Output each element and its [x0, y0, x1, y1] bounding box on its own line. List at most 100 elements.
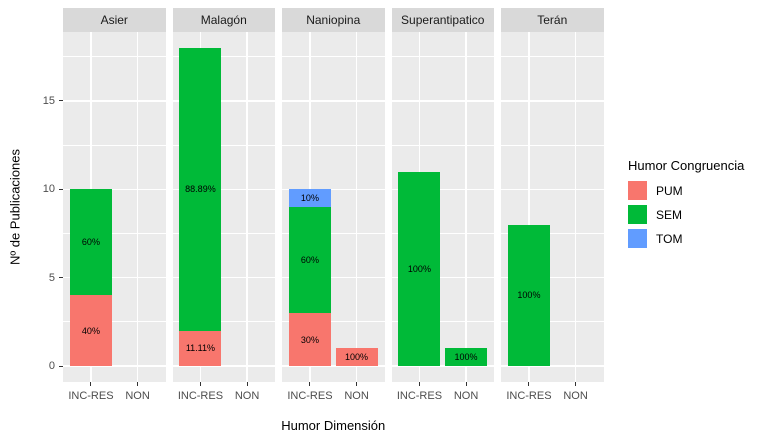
y-tick-mark: [59, 277, 63, 279]
gridline-major: [282, 276, 385, 279]
y-tick-mark: [59, 365, 63, 367]
segment-percent-label: 60%: [81, 237, 100, 248]
legend-entries: PUM SEM TOM: [628, 181, 744, 248]
segment-percent-label: 100%: [407, 263, 431, 274]
x-tick-label: INC-RES: [506, 390, 552, 402]
x-tick-label: NON: [563, 390, 588, 402]
gridline-major: [501, 276, 604, 279]
x-tick-mark: [137, 382, 139, 386]
facet-panel: 11.11% 88.89%: [172, 32, 275, 382]
x-tick-label: NON: [125, 390, 150, 402]
facet-strip: Superantipatico: [391, 8, 494, 32]
facet-strip: Terán: [501, 8, 604, 32]
x-tick-mark: [309, 382, 311, 386]
bar-segment: [445, 348, 487, 367]
gridline-major: [282, 100, 385, 102]
bar-segment: [69, 295, 112, 367]
bar-segment: [179, 330, 222, 367]
gridline-major: [63, 276, 166, 279]
legend-title: Humor Congruencia: [628, 158, 745, 173]
gridline-major: [282, 365, 385, 367]
legend-entry-label: PUM: [656, 183, 683, 198]
gridline-vertical: [355, 32, 358, 382]
gridline-minor: [501, 144, 604, 146]
gridline-minor: [391, 233, 494, 234]
gridline-minor: [391, 56, 494, 58]
facet-strip: Asier: [63, 8, 166, 32]
x-tick-mark: [418, 382, 420, 386]
facet-strip: Naniopina: [282, 8, 385, 32]
gridline-major: [282, 188, 385, 191]
gridline-minor: [172, 56, 275, 58]
segment-percent-label: 10%: [300, 193, 319, 204]
gridline-vertical: [136, 32, 139, 382]
legend-swatch: [628, 205, 647, 224]
gridline-minor: [282, 321, 385, 323]
gridline-major: [391, 188, 494, 191]
legend-entry: TOM: [628, 229, 744, 248]
gridline-major: [501, 100, 604, 102]
segment-percent-label: 100%: [345, 352, 369, 363]
gridline-minor: [172, 144, 275, 146]
gridline-minor: [63, 56, 166, 58]
legend-swatch: [628, 181, 647, 200]
x-tick-label: NON: [234, 390, 260, 402]
gridline-major: [172, 100, 275, 102]
gridline-major: [172, 365, 275, 367]
segment-percent-label: 11.11%: [185, 343, 216, 354]
gridline-minor: [282, 56, 385, 58]
segment-percent-label: 30%: [300, 334, 319, 345]
legend-entry-label: SEM: [656, 207, 683, 222]
bar-segment: [335, 348, 378, 367]
gridline-major: [63, 100, 166, 102]
x-tick-mark: [356, 382, 358, 386]
x-tick-mark: [575, 382, 577, 386]
bar-segment: [179, 47, 222, 331]
segment-percent-label: 100%: [517, 290, 541, 301]
x-tick-label: INC-RES: [68, 390, 114, 402]
facet-panel: 40% 60%: [63, 32, 166, 382]
bar-segment: [69, 189, 112, 296]
gridline-major: [63, 188, 166, 191]
x-tick-label: INC-RES: [287, 390, 333, 402]
y-tick-label: 5: [48, 271, 55, 284]
gridline-minor: [501, 233, 604, 234]
gridline-minor: [172, 321, 275, 323]
x-tick-label: NON: [453, 390, 479, 402]
bar-segment: [288, 207, 331, 314]
gridline-major: [172, 276, 275, 279]
gridline-vertical: [574, 32, 577, 382]
y-tick-label: 10: [42, 183, 55, 196]
facet-strip: Malagón: [172, 8, 275, 32]
gridline-vertical: [465, 32, 467, 382]
gridline-major: [391, 276, 494, 279]
segment-percent-label: 88.89%: [185, 184, 216, 195]
gridline-major: [63, 365, 166, 367]
legend-entry: SEM: [628, 205, 744, 224]
segment-percent-label: 60%: [300, 255, 319, 266]
segment-percent-label: 40%: [81, 325, 100, 336]
y-tick-label: 0: [48, 360, 55, 373]
gridline-minor: [501, 56, 604, 58]
facet-panel: 100%: [501, 32, 604, 382]
gridline-minor: [501, 321, 604, 323]
gridline-minor: [282, 144, 385, 146]
x-tick-mark: [199, 382, 201, 386]
bar-segment: [398, 171, 441, 367]
gridline-minor: [172, 233, 275, 234]
gridline-major: [391, 100, 494, 102]
x-tick-label: NON: [344, 390, 369, 402]
gridline-minor: [63, 321, 166, 323]
gridline-minor: [63, 144, 166, 146]
x-tick-mark: [90, 382, 92, 386]
gridline-minor: [282, 233, 385, 234]
bar-segment: [507, 224, 550, 367]
x-tick-mark: [465, 382, 467, 386]
y-tick-label: 15: [42, 94, 55, 107]
legend: Humor Congruencia PUM SEM TOM: [628, 158, 744, 253]
x-tick-label: INC-RES: [177, 390, 224, 402]
gridline-vertical: [528, 32, 530, 382]
y-tick-mark: [59, 100, 63, 102]
facet-panel: 100% 100%: [391, 32, 494, 382]
